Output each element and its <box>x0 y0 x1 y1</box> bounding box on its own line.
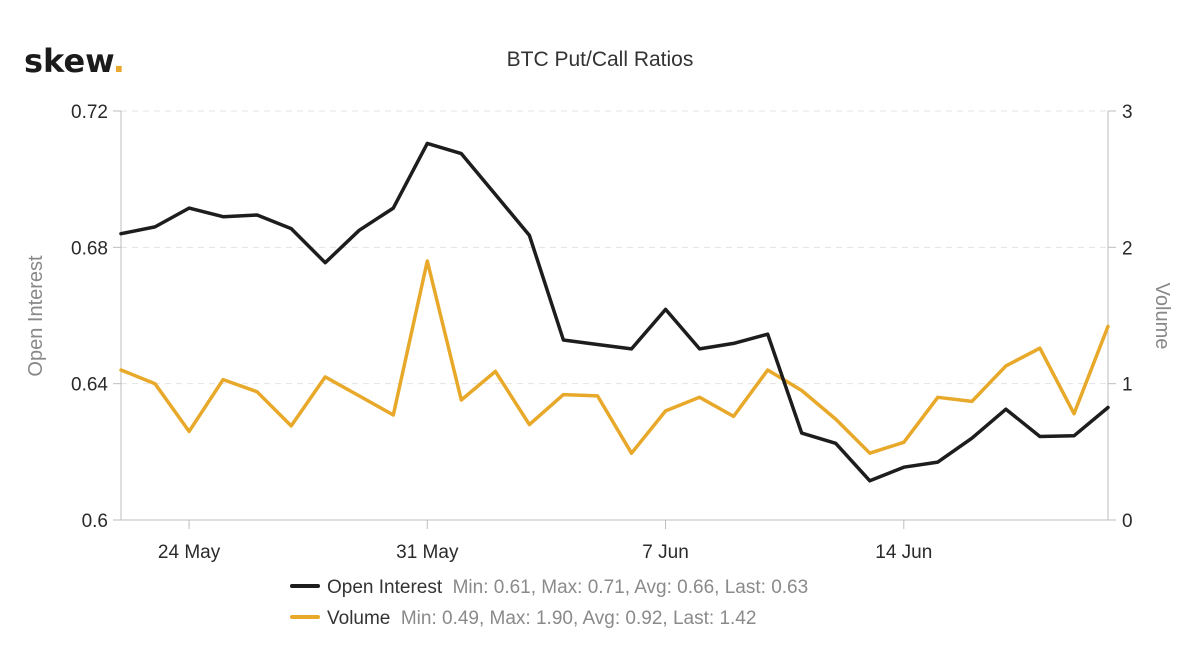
gridlines <box>121 110 1108 385</box>
legend: Open Interest Min: 0.61, Max: 0.71, Avg:… <box>290 577 808 629</box>
x-tick-label: 31 May <box>396 542 459 563</box>
legend-name-volume: Volume <box>327 608 390 629</box>
y2-tick-label: 0 <box>1122 511 1133 532</box>
x-tick-label: 14 Jun <box>875 542 932 563</box>
left-axis-title: Open Interest <box>25 255 47 377</box>
y2-tick-label: 3 <box>1122 102 1133 123</box>
y2-tick-label: 2 <box>1122 238 1133 259</box>
chart-title: BTC Put/Call Ratios <box>507 48 694 71</box>
tick-labels: 0.6 0.64 0.68 0.72 0 1 2 3 24 May 31 May 7 Jun 14 J… <box>71 102 1133 563</box>
legend-item-volume[interactable]: Volume Min: 0.49, Max: 1.90, Avg: 0.92, … <box>290 608 756 629</box>
series-lines <box>119 141 1110 483</box>
skew-logo-text: skew <box>24 42 114 80</box>
y-tick-label: 0.72 <box>71 102 108 123</box>
y2-tick-label: 1 <box>1122 375 1133 396</box>
y-tick-label: 0.6 <box>82 511 108 532</box>
x-tick-label: 24 May <box>158 542 221 563</box>
series-line-open-interest <box>119 141 1110 483</box>
legend-stats-volume: Min: 0.49, Max: 1.90, Avg: 0.92, Last: 1… <box>401 608 757 629</box>
series-line-volume <box>119 259 1110 455</box>
legend-name-open-interest: Open Interest <box>327 577 443 598</box>
legend-item-open-interest[interactable]: Open Interest Min: 0.61, Max: 0.71, Avg:… <box>290 577 808 598</box>
skew-logo: skew. <box>24 42 125 80</box>
x-tick-label: 7 Jun <box>642 542 688 563</box>
svg-text:Open Interest Min: 0.6: Open Interest Min: 0.61, Max: 0.71, Avg:… <box>327 577 808 598</box>
right-axis-title: Volume <box>1151 283 1173 350</box>
skew-logo-dot: . <box>113 42 125 80</box>
y-tick-label: 0.68 <box>71 238 108 259</box>
svg-text:skew.: skew. <box>24 42 125 80</box>
y-tick-label: 0.64 <box>71 375 108 396</box>
axes <box>113 110 1116 529</box>
legend-stats-open-interest: Min: 0.61, Max: 0.71, Avg: 0.66, Last: 0… <box>453 577 809 598</box>
svg-text:Volume Min: 0.49, Max:: Volume Min: 0.49, Max: 1.90, Avg: 0.92, … <box>327 608 756 629</box>
